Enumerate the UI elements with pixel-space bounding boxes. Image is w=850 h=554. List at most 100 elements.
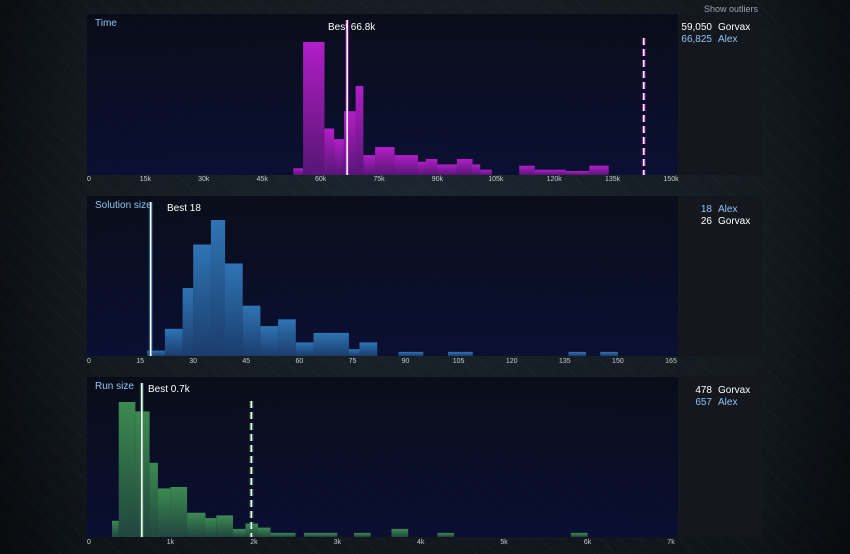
legend-row[interactable]: 59,050 Gorvax: [680, 22, 756, 34]
legend-row[interactable]: 26 Gorvax: [680, 216, 756, 228]
legend-score: 66,825: [681, 34, 712, 45]
solution-histogram-bar: [210, 220, 226, 356]
time-histogram-bar: [363, 155, 376, 175]
solution-histogram-bar: [448, 351, 473, 356]
x-tick-label: 6k: [583, 539, 592, 546]
x-tick-label: 135k: [605, 176, 621, 183]
legend-score: 657: [695, 397, 712, 408]
legend-row[interactable]: 66,825 Alex: [680, 34, 756, 46]
x-tick-label: 45k: [256, 176, 268, 183]
time-histogram-bar: [293, 168, 303, 175]
time-histogram-bar: [589, 165, 609, 175]
x-tick-label: 120k: [546, 176, 562, 183]
run-histogram-bar: [258, 527, 271, 537]
run-histogram-bar: [233, 528, 246, 537]
time-histogram-bar: [472, 164, 481, 175]
legend-name: Alex: [718, 397, 738, 408]
solution-histogram-bar: [260, 326, 279, 356]
run-histogram-bar: [570, 532, 588, 537]
x-tick-label: 15k: [139, 176, 152, 183]
solution-histogram-bar: [600, 351, 618, 356]
legend-name: Alex: [718, 204, 738, 215]
time-histogram-bar: [519, 165, 535, 175]
run-panel-title: Run size: [95, 381, 134, 392]
x-tick-label: 150: [612, 358, 624, 365]
time-histogram-bar: [456, 159, 473, 175]
show-outliers-toggle[interactable]: Show outliers: [703, 4, 758, 14]
run-size-panel: Run size Best 0.7k 478 Gorvax 657 Alex: [87, 377, 762, 537]
legend-row[interactable]: 478 Gorvax: [680, 385, 756, 397]
run-best-label: Best 0.7k: [148, 384, 190, 395]
legend-name: Gorvax: [718, 385, 751, 396]
legend-name: Gorvax: [718, 22, 751, 33]
legend-score: 26: [700, 216, 712, 227]
x-tick-label: 2k: [250, 539, 258, 546]
x-tick-label: 0: [87, 176, 91, 183]
legend-score: 59,050: [681, 22, 712, 33]
run-histogram-bar: [205, 518, 217, 537]
solution-histogram-bar: [182, 288, 194, 356]
time-histogram-bar: [334, 139, 344, 175]
solution-best-label: Best 18: [167, 203, 201, 214]
x-tick-label: 120: [505, 358, 518, 365]
solution-legend-area: [678, 196, 762, 356]
time-histogram-bar: [303, 42, 325, 175]
run-histogram-bar: [170, 487, 188, 537]
time-histogram-bar: [355, 85, 364, 175]
solution-histogram-bar: [359, 342, 378, 356]
time-histogram: [293, 20, 646, 175]
time-histogram-bar: [344, 111, 356, 175]
run-histogram-bar: [245, 523, 258, 537]
time-x-axis: 0 15k 30k 45k 60k 75k 90k 105k 120k 135k 150k: [87, 176, 682, 187]
x-tick-label: 15: [136, 358, 144, 365]
x-tick-label: 60: [295, 358, 304, 365]
time-histogram-bar: [324, 128, 335, 175]
x-tick-label: 60k: [314, 176, 327, 183]
x-tick-label: 0: [87, 539, 91, 546]
x-tick-label: 165: [665, 358, 677, 365]
time-histogram-bar: [534, 169, 566, 175]
time-histogram-bar: [425, 159, 438, 175]
time-legend-area: [678, 14, 762, 175]
x-tick-label: 90: [401, 358, 410, 365]
solution-histogram-bar: [225, 263, 243, 356]
time-legend: 59,050 Gorvax 66,825 Alex: [680, 22, 756, 46]
solution-x-axis: 0 15 30 45 60 75 90 105 120 135 150 165: [87, 358, 682, 369]
x-tick-label: 45: [242, 358, 251, 365]
solution-histogram-bar: [278, 319, 296, 356]
solution-panel-title: Solution size: [95, 200, 152, 211]
run-histogram-bar: [149, 462, 158, 537]
x-tick-label: 4k: [416, 539, 425, 546]
solution-histogram-bar: [295, 342, 314, 356]
run-histogram-bar: [112, 520, 119, 537]
x-tick-label: 135: [558, 358, 571, 365]
run-histogram-bar: [118, 402, 136, 537]
x-tick-label: 150k: [663, 176, 679, 183]
time-histogram-bar: [375, 147, 395, 175]
x-tick-label: 1k: [166, 539, 175, 546]
time-histogram-bar: [394, 155, 418, 175]
solution-legend: 18 Alex 26 Gorvax: [680, 204, 756, 228]
x-tick-label: 30k: [198, 176, 210, 183]
time-panel-title: Time: [95, 18, 117, 29]
run-histogram-bar: [187, 512, 206, 537]
legend-row[interactable]: 18 Alex: [680, 204, 756, 216]
solution-histogram-bar: [164, 328, 183, 356]
time-histogram-bar: [417, 161, 426, 175]
run-legend-area: [678, 377, 762, 537]
legend-row[interactable]: 657 Alex: [680, 397, 756, 409]
x-tick-label: 5k: [500, 539, 508, 546]
run-histogram-bar: [157, 488, 171, 537]
solution-size-histogram: [147, 202, 618, 356]
solution-histogram-bar: [147, 350, 165, 356]
time-histogram-bar: [565, 171, 590, 175]
legend-score: 18: [700, 204, 712, 215]
time-histogram-bar: [437, 164, 457, 175]
run-histogram-bar: [303, 532, 338, 537]
run-histogram-bar: [437, 532, 455, 537]
x-tick-label: 0: [87, 358, 91, 365]
run-histogram-bar: [354, 532, 371, 537]
legend-name: Gorvax: [718, 216, 751, 227]
legend-score: 478: [695, 385, 712, 396]
x-tick-label: 75: [348, 358, 357, 365]
